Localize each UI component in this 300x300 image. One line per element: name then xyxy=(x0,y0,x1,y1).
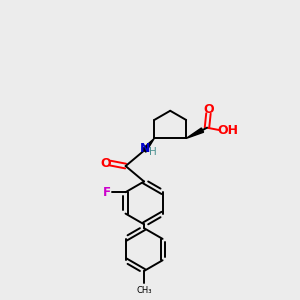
Text: H: H xyxy=(149,147,157,158)
Polygon shape xyxy=(142,138,154,152)
Text: N: N xyxy=(140,142,150,155)
Text: O: O xyxy=(203,103,214,116)
Text: O: O xyxy=(100,157,111,169)
Text: CH₃: CH₃ xyxy=(136,286,152,296)
Text: OH: OH xyxy=(217,124,238,136)
Polygon shape xyxy=(186,128,204,138)
Text: F: F xyxy=(103,186,111,199)
